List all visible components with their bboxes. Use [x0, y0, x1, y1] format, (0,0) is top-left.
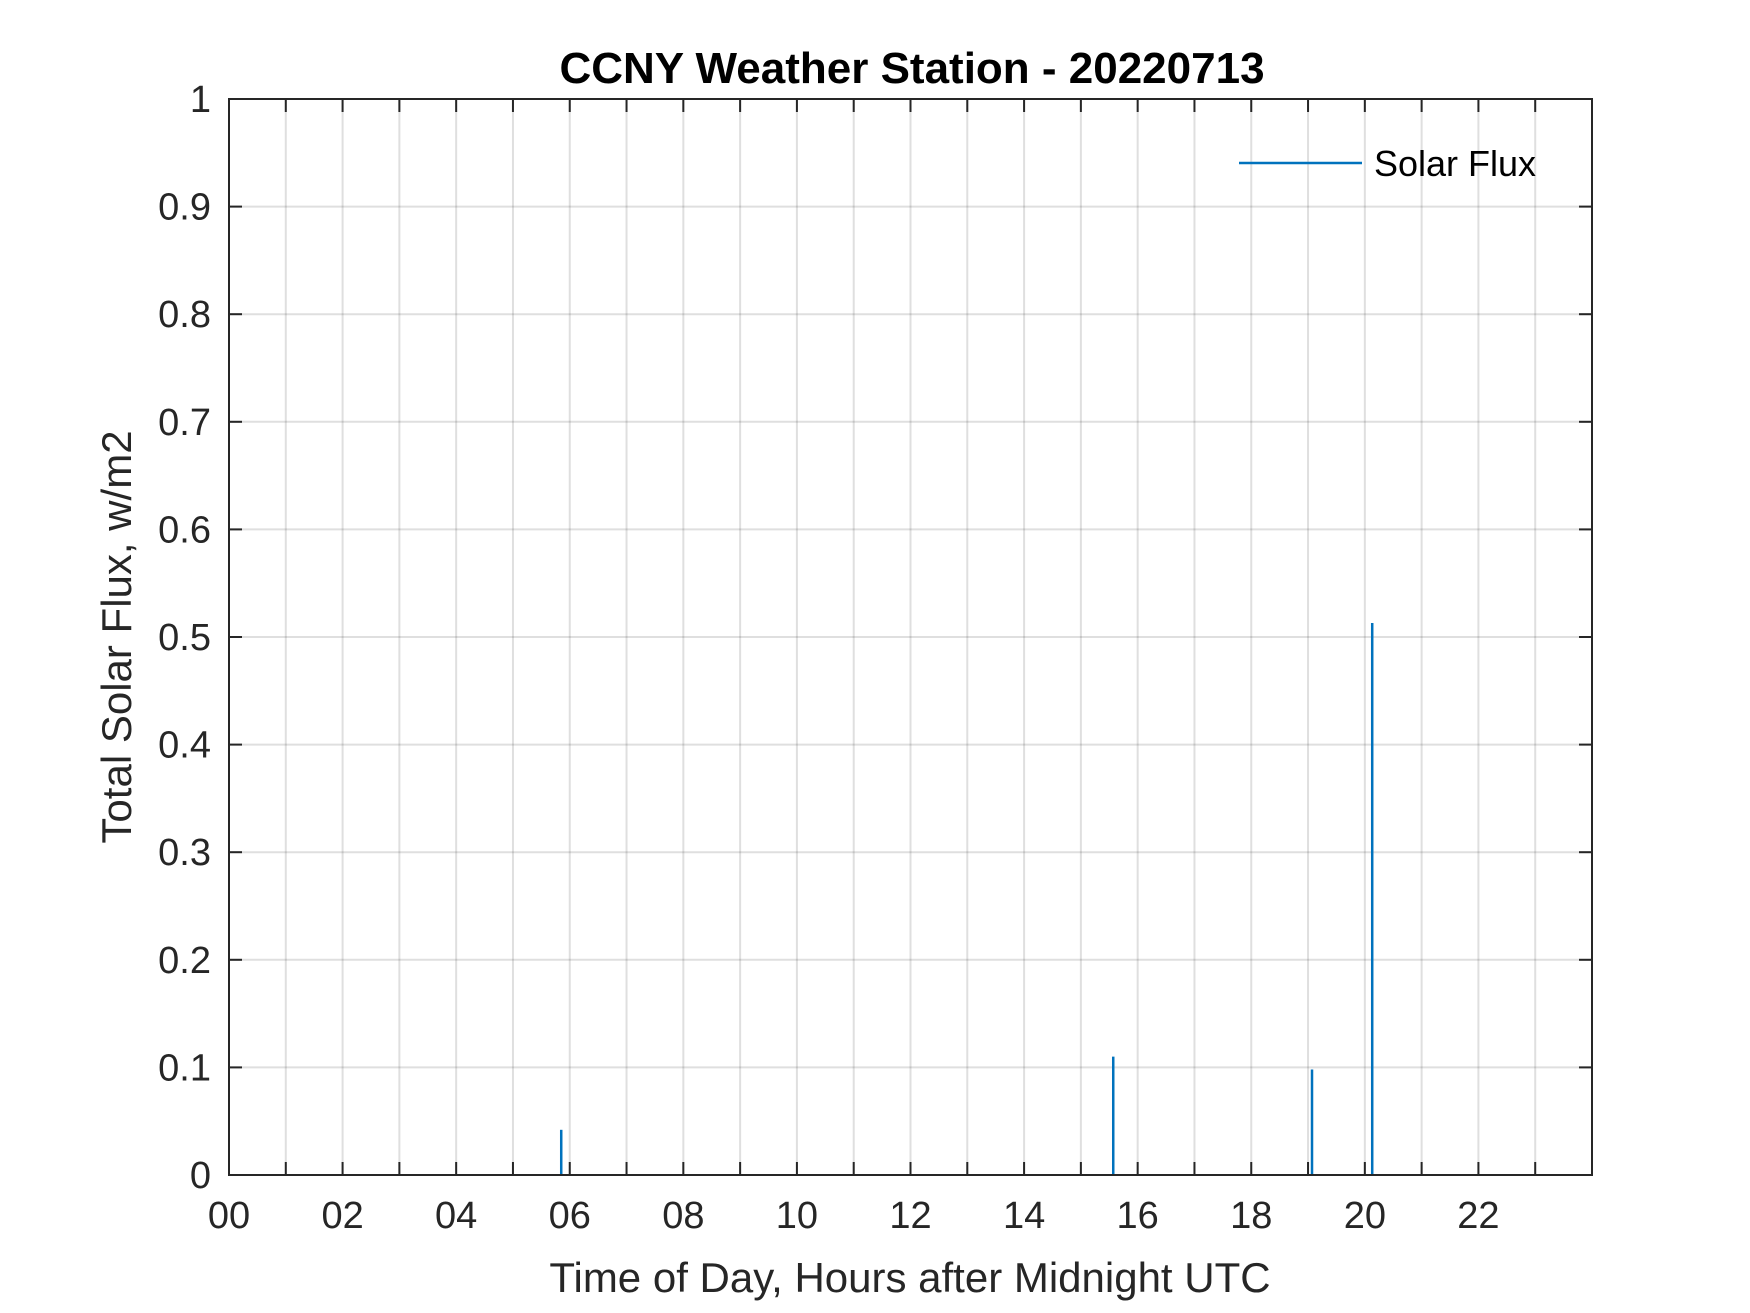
- x-tick-label: 22: [1457, 1195, 1499, 1237]
- y-tick-label: 0.1: [158, 1047, 211, 1089]
- y-tick-label: 0.2: [158, 940, 211, 982]
- chart-title: CCNY Weather Station - 20220713: [559, 44, 1264, 93]
- legend: Solar Flux: [1239, 143, 1536, 184]
- y-tick-label: 0: [190, 1155, 211, 1197]
- y-tick-label: 0.8: [158, 294, 211, 336]
- y-tick-labels: 0 0.1 0.2 0.3 0.4 0.5 0.6 0.7 0.8 0.9 1: [158, 79, 211, 1197]
- x-tick-label: 06: [549, 1195, 591, 1237]
- x-tick-labels: 00 02 04 06 08 10 12 14 16 18 20 22: [208, 1195, 1500, 1237]
- x-tick-label: 18: [1230, 1195, 1272, 1237]
- y-tick-label: 0.4: [158, 725, 211, 767]
- x-tick-label: 10: [776, 1195, 818, 1237]
- y-tick-label: 1: [190, 79, 211, 121]
- axis-ticks: [229, 98, 1592, 1176]
- y-axis-label: Total Solar Flux, w/m2: [93, 430, 140, 843]
- y-tick-label: 0.5: [158, 617, 211, 659]
- x-tick-label: 14: [1003, 1195, 1045, 1237]
- x-tick-label: 20: [1344, 1195, 1386, 1237]
- x-tick-label: 02: [321, 1195, 363, 1237]
- x-tick-label: 04: [435, 1195, 477, 1237]
- y-tick-label: 0.9: [158, 187, 211, 229]
- data-series: [559, 623, 1374, 1175]
- x-tick-label: 08: [662, 1195, 704, 1237]
- y-tick-label: 0.7: [158, 402, 211, 444]
- x-axis-label: Time of Day, Hours after Midnight UTC: [549, 1254, 1270, 1301]
- grid: [229, 99, 1592, 1175]
- legend-entry-label: Solar Flux: [1374, 143, 1536, 184]
- x-tick-label: 00: [208, 1195, 250, 1237]
- y-tick-label: 0.6: [158, 509, 211, 551]
- x-tick-label: 16: [1117, 1195, 1159, 1237]
- x-tick-label: 12: [889, 1195, 931, 1237]
- y-tick-label: 0.3: [158, 832, 211, 874]
